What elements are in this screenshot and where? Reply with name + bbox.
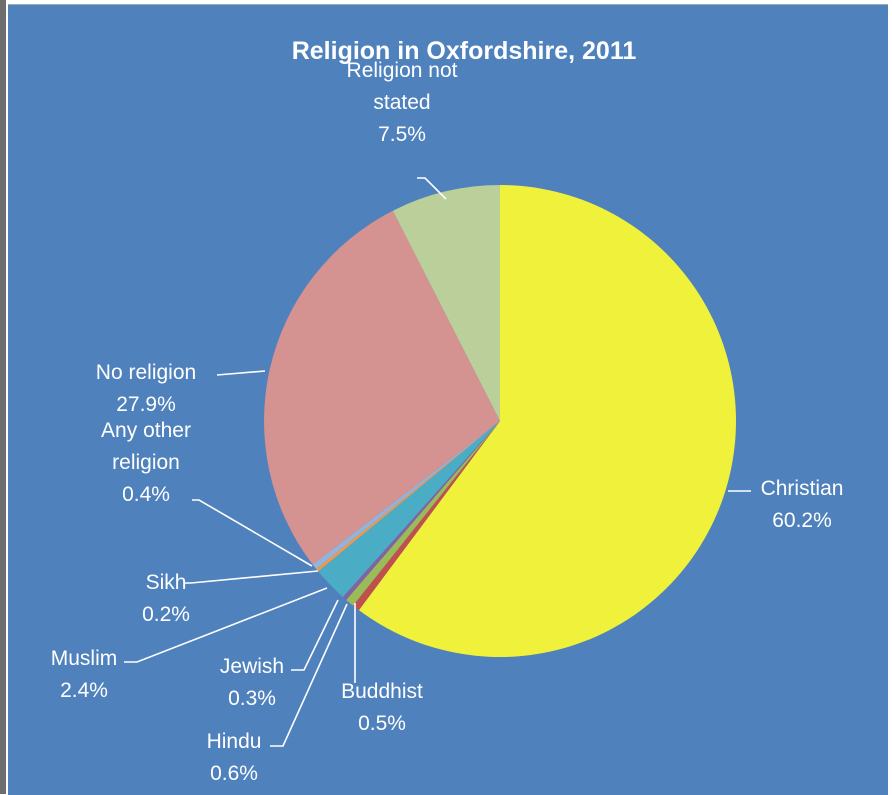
data-label-name-religion-not-stated: stated: [373, 91, 430, 114]
pie-slice-jewish: [342, 421, 500, 600]
pie-slice-any-other-religion: [312, 421, 500, 570]
slice-labels: Christian 60.2% Buddhist 0.5% Hindu 0.6% Jewis…: [51, 59, 844, 785]
data-label-value-no-religion: 27.9%: [116, 393, 176, 416]
data-label-name-muslim: Muslim: [51, 647, 118, 670]
data-label-name-religion-not-stated: Religion not: [347, 59, 458, 82]
leader-line-hindu: [270, 603, 348, 747]
leader-line-sikh: [184, 570, 319, 584]
leader-lines: [124, 177, 751, 747]
pie-slice-muslim: [318, 421, 500, 598]
data-label-name-christian: Christian: [761, 477, 844, 500]
data-label-name-sikh: Sikh: [146, 571, 187, 594]
pie-slice-christian: [358, 185, 736, 657]
pie-slice-no-religion: [264, 210, 500, 565]
data-label-value-hindu: 0.6%: [210, 762, 258, 785]
leader-line-no-religion: [216, 370, 266, 376]
window-edge: [0, 0, 6, 794]
leader-line-any-other-religion: [192, 499, 313, 567]
data-label-value-muslim: 2.4%: [60, 679, 108, 702]
data-label-name-hindu: Hindu: [207, 730, 262, 753]
data-label-name-any-other-religion: Any other: [101, 419, 191, 442]
data-label-name-no-religion: No religion: [96, 361, 196, 384]
pie-slice-hindu: [346, 421, 500, 606]
pie-slice-religion-not-stated: [392, 185, 500, 421]
leader-line-religion-not-stated: [417, 177, 447, 200]
data-label-value-buddhist: 0.5%: [358, 712, 406, 735]
data-label-value-religion-not-stated: 7.5%: [378, 123, 426, 146]
data-label-value-jewish: 0.3%: [228, 687, 276, 710]
data-label-name-any-other-religion: religion: [112, 451, 180, 474]
pie-slice-buddhist: [353, 421, 500, 611]
data-label-name-buddhist: Buddhist: [341, 680, 423, 703]
pie-chart: Religion in Oxfordshire, 2011 Christian 6…: [51, 37, 844, 785]
data-label-value-christian: 60.2%: [772, 509, 832, 532]
pie-slice-sikh: [316, 421, 500, 572]
data-label-value-sikh: 0.2%: [142, 603, 190, 626]
data-label-value-any-other-religion: 0.4%: [122, 483, 170, 506]
pie-slices: [264, 185, 736, 657]
data-label-name-jewish: Jewish: [220, 655, 284, 678]
chart-title: Religion in Oxfordshire, 2011: [292, 37, 637, 65]
leader-line-muslim: [124, 587, 328, 663]
leader-line-jewish: [291, 599, 339, 671]
chart-area: Religion in Oxfordshire, 2011 Christian 6…: [8, 4, 888, 795]
